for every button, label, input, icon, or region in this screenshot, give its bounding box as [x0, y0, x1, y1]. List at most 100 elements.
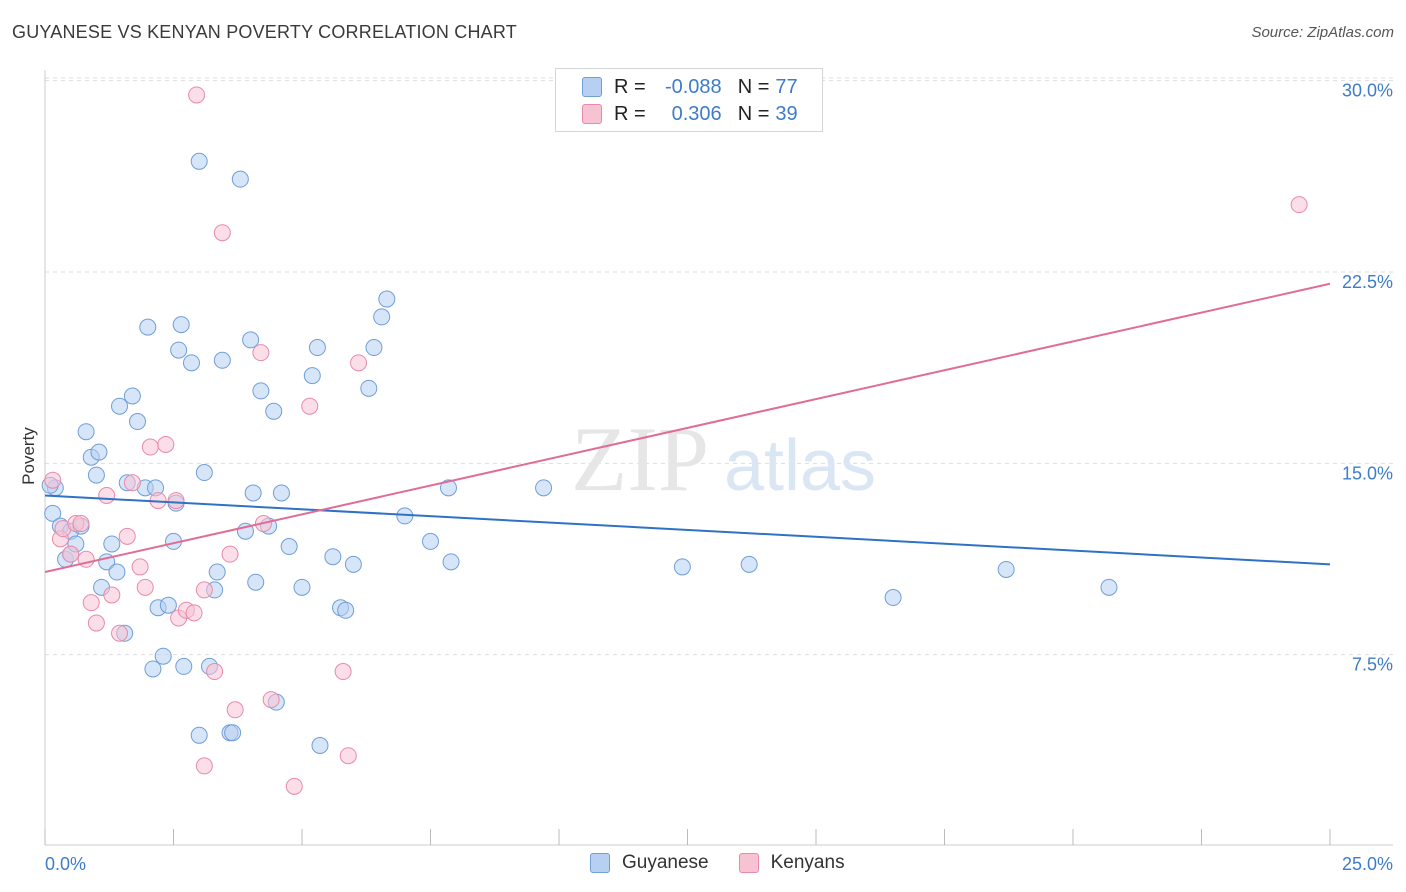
kenyans-point [87, 614, 105, 632]
guyanese-point [740, 555, 758, 573]
y-tick-label: 7.5% [1352, 655, 1393, 675]
legend-r-value: -0.088 [664, 75, 722, 98]
guyanese-swatch [582, 77, 602, 97]
guyanese-point [293, 578, 311, 596]
kenyans-point [213, 224, 231, 242]
kenyans-point [82, 594, 100, 612]
kenyans-swatch [582, 104, 602, 124]
kenyans-point [131, 558, 149, 576]
tick-labels: 7.5% 15.0% 22.5% 30.0% 0.0% 25.0% [45, 81, 1393, 874]
guyanese-point [673, 558, 691, 576]
guyanese-point [884, 589, 902, 607]
guyanese-point [439, 479, 457, 497]
guyanese-point [154, 647, 172, 665]
guyanese-point [308, 339, 326, 357]
legend-n-value: 77 [775, 75, 798, 98]
kenyans-point [98, 486, 116, 504]
guyanese-point [213, 351, 231, 369]
guyanese-point [303, 367, 321, 385]
y-axis-label: Poverty [19, 427, 38, 485]
guyanese-point [139, 318, 157, 336]
legend-row-kenyans: R = 0.306 N = 39 [582, 102, 798, 126]
kenyans-point [195, 581, 213, 599]
guyanese-point [190, 152, 208, 170]
kenyans-point [339, 747, 357, 765]
legend-n-label: N = [737, 102, 770, 125]
legend-r-label: R = [614, 102, 646, 125]
watermark-atlas: atlas [724, 426, 876, 506]
guyanese-point [77, 423, 95, 441]
kenyans-point [195, 757, 213, 775]
guyanese-point [365, 339, 383, 357]
guyanese-point [280, 538, 298, 556]
stats-legend: R = -0.088 N = 77 R = 0.306 N = 39 [555, 68, 823, 132]
guyanese-point [159, 596, 177, 614]
kenyans-point [157, 435, 175, 453]
guyanese-point [90, 443, 108, 461]
guyanese-point [170, 341, 188, 359]
legend-r-label: R = [614, 75, 646, 98]
kenyans-point [350, 354, 368, 372]
kenyans-point [221, 545, 239, 563]
kenyans-point [72, 515, 90, 533]
guyanese-point [337, 601, 355, 619]
legend-label-kenyans: Kenyans [770, 852, 845, 873]
guyanese-point [190, 726, 208, 744]
kenyans-point [188, 86, 206, 104]
guyanese-point [111, 397, 129, 415]
guyanese-point [324, 548, 342, 566]
chart-title: GUYANESE VS KENYAN POVERTY CORRELATION C… [12, 22, 517, 42]
kenyans-point [44, 471, 62, 489]
guyanese-point [1100, 578, 1118, 596]
guyanese-point [123, 387, 141, 405]
guyanese-point [373, 308, 391, 326]
kenyans-point [262, 691, 280, 709]
guyanese-point [360, 379, 378, 397]
guyanese-point [244, 484, 262, 502]
x-tick-label: 0.0% [45, 854, 86, 874]
kenyans-point [141, 438, 159, 456]
kenyans-point [252, 344, 270, 362]
guyanese-point [265, 402, 283, 420]
guyanese-point [129, 413, 147, 431]
kenyans-point [167, 492, 185, 510]
guyanese-point [997, 560, 1015, 578]
kenyans-point [334, 663, 352, 681]
guyanese-point [195, 464, 213, 482]
grid-lines [45, 77, 1393, 656]
guyanese-point [103, 535, 121, 553]
guyanese-point [344, 555, 362, 573]
kenyans-point [111, 624, 129, 642]
kenyans-point [103, 586, 121, 604]
series-guyanese [41, 152, 1118, 755]
guyanese-legend-swatch [590, 853, 610, 873]
guyanese-point [247, 573, 265, 591]
kenyans-point [1290, 196, 1308, 214]
guyanese-point [311, 737, 329, 755]
guyanese-point [208, 563, 226, 581]
trend-lines [44, 282, 1331, 574]
series-legend: Guyanese Kenyans [590, 852, 875, 874]
guyanese-point [442, 553, 460, 571]
guyanese-point [175, 657, 193, 675]
axes [44, 70, 1393, 846]
kenyans-point [301, 397, 319, 415]
source-label: Source: ZipAtlas.com [1251, 24, 1394, 41]
guyanese-point [87, 466, 105, 484]
watermark: ZIP atlas [571, 408, 876, 510]
legend-r-value: 0.306 [671, 102, 722, 125]
guyanese-point [535, 479, 553, 497]
kenyans-point [285, 777, 303, 795]
guyanese-point [378, 290, 396, 308]
kenyans-point [206, 663, 224, 681]
kenyans-point [118, 527, 136, 545]
kenyans-point [123, 474, 141, 492]
kenyans-point [185, 604, 203, 622]
guyanese-point [108, 563, 126, 581]
guyanese-point [422, 532, 439, 550]
kenyans-trend-line [44, 282, 1331, 574]
legend-item-guyanese: Guyanese [590, 852, 709, 874]
guyanese-point [252, 382, 270, 400]
y-tick-label: 22.5% [1342, 272, 1393, 292]
guyanese-point [172, 316, 190, 334]
